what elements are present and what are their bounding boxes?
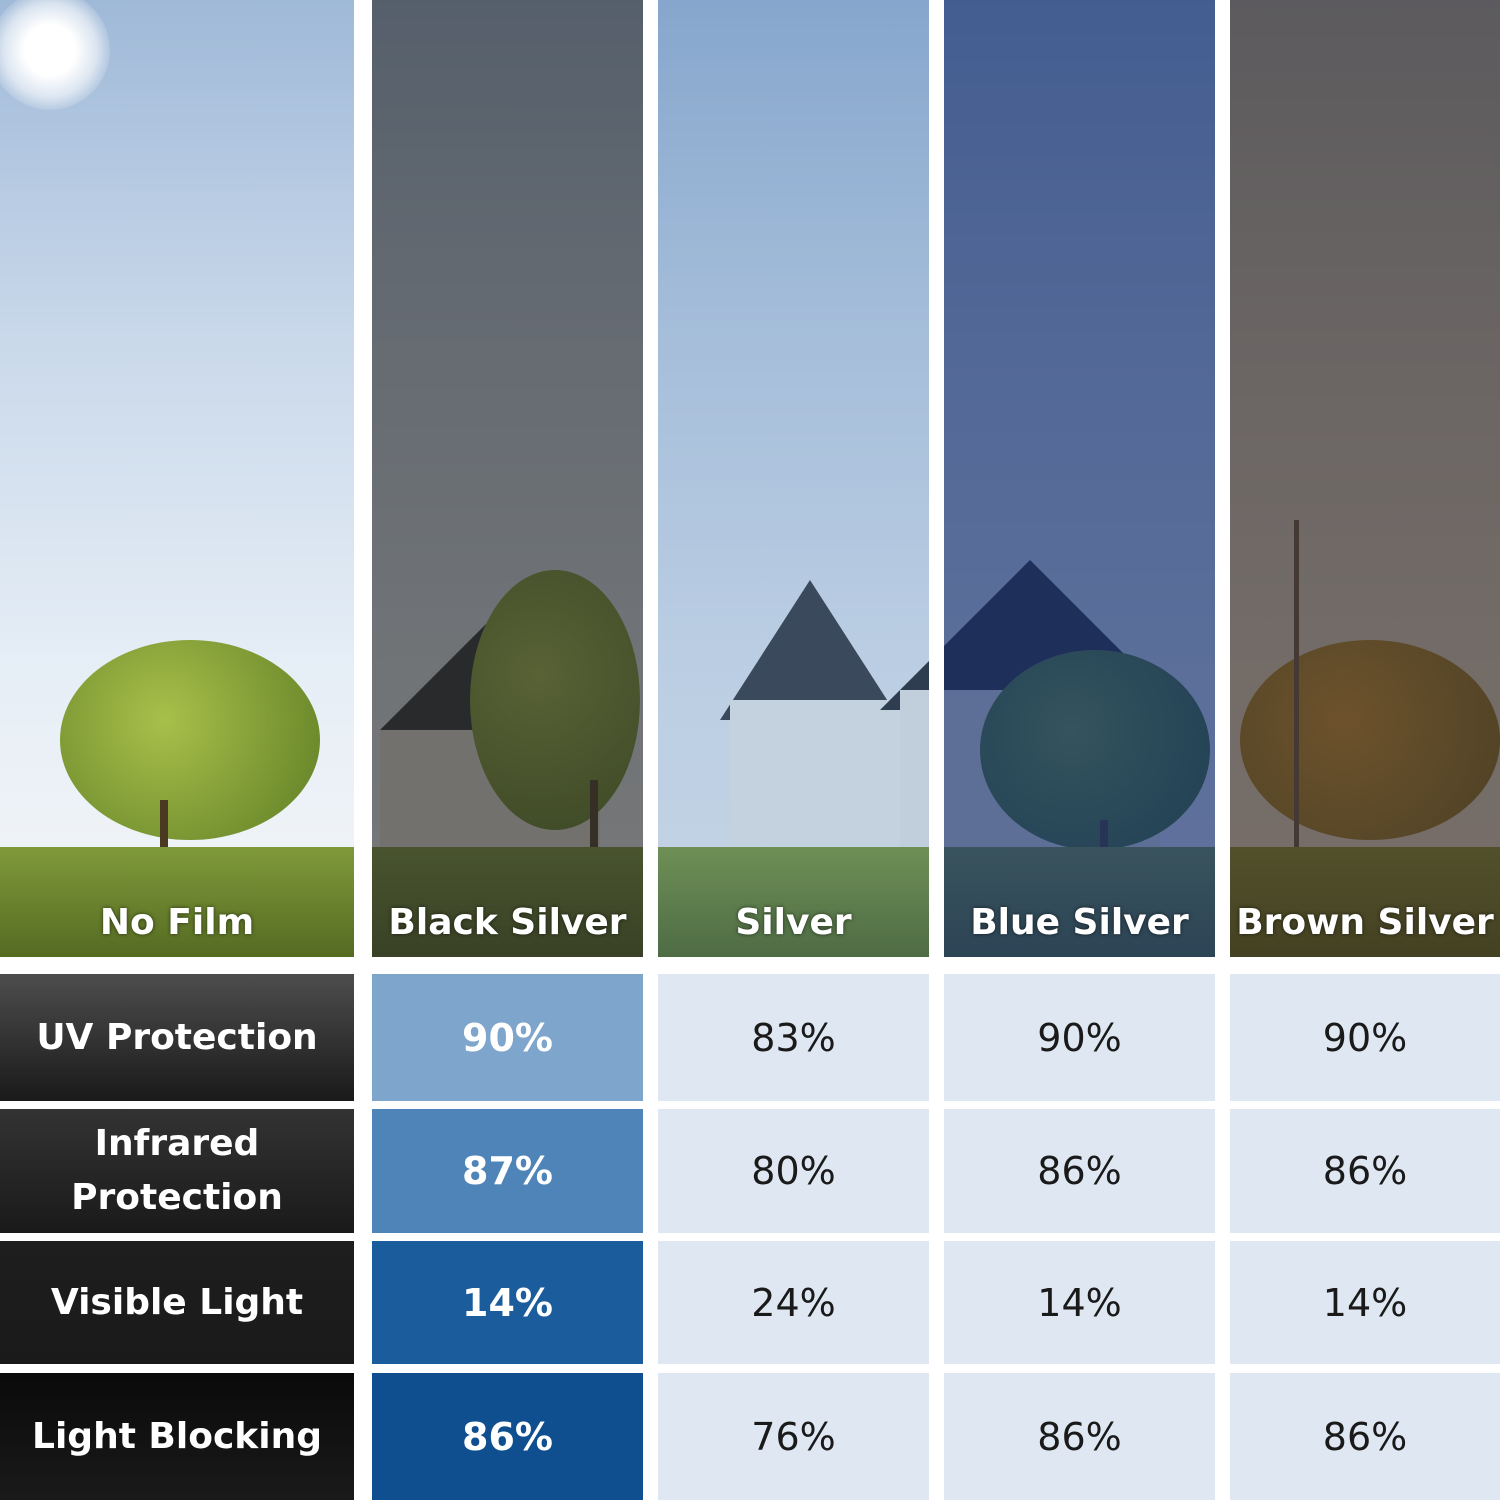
film-tint xyxy=(1230,0,1500,957)
film-label: Silver xyxy=(735,902,852,943)
value-cell: 90% xyxy=(372,974,643,1101)
row-label: Visible Light xyxy=(0,1241,354,1364)
film-label: Blue Silver xyxy=(970,902,1189,943)
row-label: Infrared Protection xyxy=(0,1109,354,1233)
value-cell: 14% xyxy=(372,1241,643,1364)
film-label: Brown Silver xyxy=(1236,902,1494,943)
row-label: UV Protection xyxy=(0,974,354,1101)
value-cell: 80% xyxy=(658,1109,929,1233)
photo-silver: Silver xyxy=(658,0,929,957)
value-cell: 86% xyxy=(1230,1109,1500,1233)
photo-brown-silver: Brown Silver xyxy=(1230,0,1500,957)
value-cell: 83% xyxy=(658,974,929,1101)
value-cell: 86% xyxy=(944,1373,1215,1500)
film-label: Black Silver xyxy=(388,902,627,943)
value-cell: 86% xyxy=(1230,1373,1500,1500)
film-tint xyxy=(944,0,1215,957)
sun-glare xyxy=(0,0,110,110)
value-cell: 86% xyxy=(372,1373,643,1500)
film-tint xyxy=(372,0,643,957)
value-cell: 86% xyxy=(944,1109,1215,1233)
value-cell: 24% xyxy=(658,1241,929,1364)
photo-blue-silver: Blue Silver xyxy=(944,0,1215,957)
value-cell: 14% xyxy=(1230,1241,1500,1364)
row-label: Light Blocking xyxy=(0,1373,354,1500)
photo-black-silver: Black Silver xyxy=(372,0,643,957)
film-tint xyxy=(658,0,929,957)
value-cell: 14% xyxy=(944,1241,1215,1364)
value-cell: 90% xyxy=(944,974,1215,1101)
photo-no-film: No Film xyxy=(0,0,354,957)
film-label: No Film xyxy=(99,902,255,943)
film-tint xyxy=(0,0,354,957)
value-cell: 90% xyxy=(1230,974,1500,1101)
value-cell: 76% xyxy=(658,1373,929,1500)
value-cell: 87% xyxy=(372,1109,643,1233)
